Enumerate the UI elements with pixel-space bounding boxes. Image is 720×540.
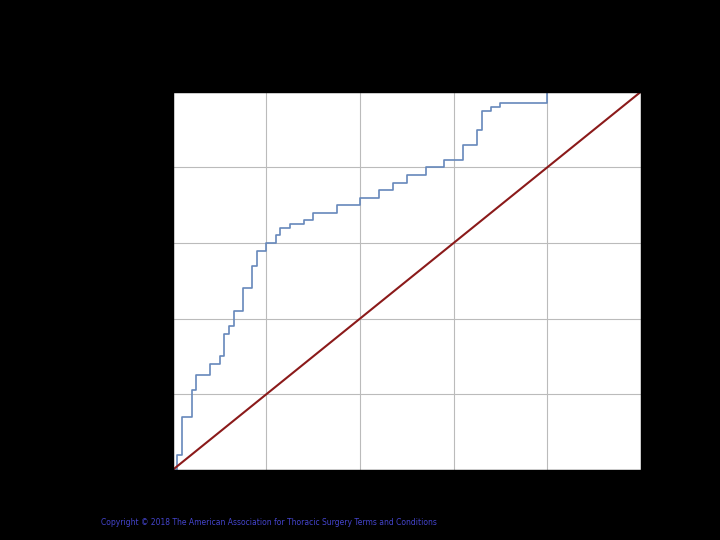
Text: The Journal of Thoracic and Cardiovascular Surgery 2018 1561181-1187 DOI: (10.10: The Journal of Thoracic and Cardiovascul… — [101, 508, 511, 517]
Text: ELSEVIER: ELSEVIER — [30, 504, 63, 511]
X-axis label: 1 - Specificity: 1 - Specificity — [359, 495, 454, 508]
Text: Figure 3: Figure 3 — [329, 27, 391, 42]
Y-axis label: Sensitivity: Sensitivity — [127, 244, 140, 318]
Text: Copyright © 2018 The American Association for Thoracic Surgery Terms and Conditi: Copyright © 2018 The American Associatio… — [101, 518, 436, 528]
Text: ROC Curve for Prediction of Prolonged Mechanical Ventilation: ROC Curve for Prediction of Prolonged Me… — [173, 76, 606, 89]
